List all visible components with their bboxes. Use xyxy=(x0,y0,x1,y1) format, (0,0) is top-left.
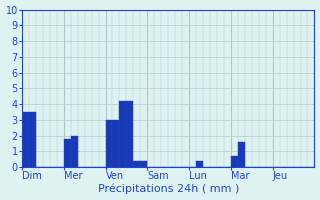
Bar xyxy=(113,120,119,167)
Bar xyxy=(22,112,29,167)
Bar xyxy=(126,101,133,167)
Bar xyxy=(71,136,78,167)
Bar xyxy=(238,142,245,167)
Bar xyxy=(140,161,147,167)
Bar xyxy=(106,120,113,167)
Bar xyxy=(64,139,71,167)
Bar xyxy=(119,101,126,167)
X-axis label: Précipitations 24h ( mm ): Précipitations 24h ( mm ) xyxy=(98,184,239,194)
Bar xyxy=(231,156,238,167)
Bar xyxy=(29,112,36,167)
Bar xyxy=(133,161,140,167)
Bar xyxy=(196,161,203,167)
